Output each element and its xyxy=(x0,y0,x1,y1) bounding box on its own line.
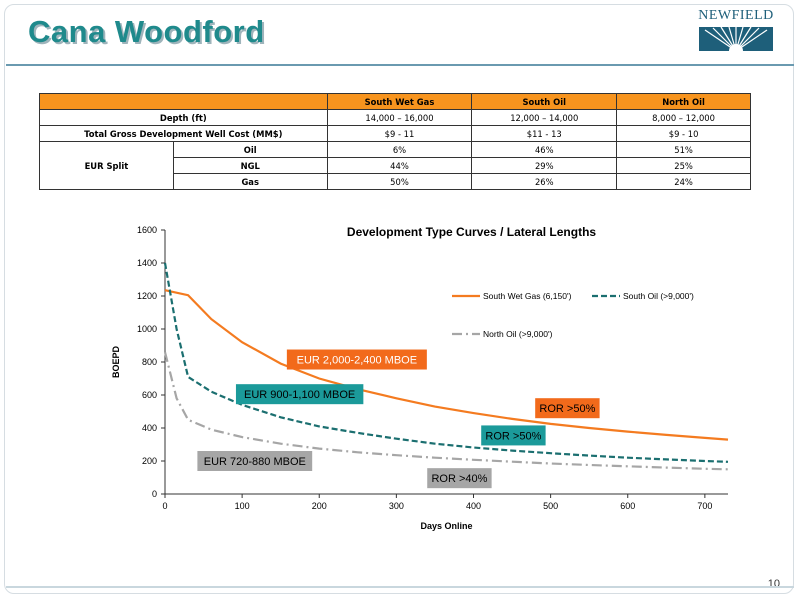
table-row: Depth (ft) 14,000 – 16,000 12,000 – 14,0… xyxy=(39,109,751,126)
footer-divider xyxy=(6,586,794,588)
company-logo: NEWFIELD xyxy=(697,8,775,52)
table-cell: 14,000 – 16,000 xyxy=(326,109,473,126)
table-cell: 51% xyxy=(616,141,751,158)
table-row: Total Gross Development Well Cost (MM$) … xyxy=(39,125,751,142)
column-header-south-oil: South Oil xyxy=(471,93,618,110)
table-header-row: South Wet Gas South Oil North Oil xyxy=(39,93,751,110)
row-label-oil: Oil xyxy=(172,141,328,158)
table-cell: $9 - 11 xyxy=(326,125,473,142)
table-cell: $9 - 10 xyxy=(616,125,751,142)
table-cell: 25% xyxy=(616,157,751,174)
slide-frame xyxy=(4,4,794,594)
table-row: EUR Split Oil 6% 46% 51% xyxy=(39,141,751,190)
table-cell: 50% xyxy=(326,173,473,190)
table-cell: 24% xyxy=(616,173,751,190)
sunburst-icon xyxy=(699,26,773,52)
table-cell: 44% xyxy=(326,157,473,174)
page-number: 10 xyxy=(767,578,780,590)
table-cell: 46% xyxy=(471,141,618,158)
table-cell: 6% xyxy=(326,141,473,158)
well-data-table: South Wet Gas South Oil North Oil Depth … xyxy=(39,93,751,190)
row-label-cost: Total Gross Development Well Cost (MM$) xyxy=(39,125,328,142)
table-header-blank xyxy=(39,93,328,110)
header-divider xyxy=(6,64,794,66)
row-label-depth: Depth (ft) xyxy=(39,109,328,126)
row-label-ngl: NGL xyxy=(172,157,328,174)
table-cell: $11 - 13 xyxy=(471,125,618,142)
table-cell: 12,000 – 14,000 xyxy=(471,109,618,126)
column-header-south-wet-gas: South Wet Gas xyxy=(326,93,473,110)
column-header-north-oil: North Oil xyxy=(616,93,751,110)
row-label-gas: Gas xyxy=(172,173,328,190)
table-cell: 8,000 – 12,000 xyxy=(616,109,751,126)
table-cell: 26% xyxy=(471,173,618,190)
table-cell: 29% xyxy=(471,157,618,174)
table-row: Gas 50% 26% 24% xyxy=(40,173,751,190)
page-title: Cana Woodford xyxy=(28,14,265,49)
row-label-eur-split: EUR Split xyxy=(39,141,174,190)
logo-text: NEWFIELD xyxy=(698,8,774,23)
